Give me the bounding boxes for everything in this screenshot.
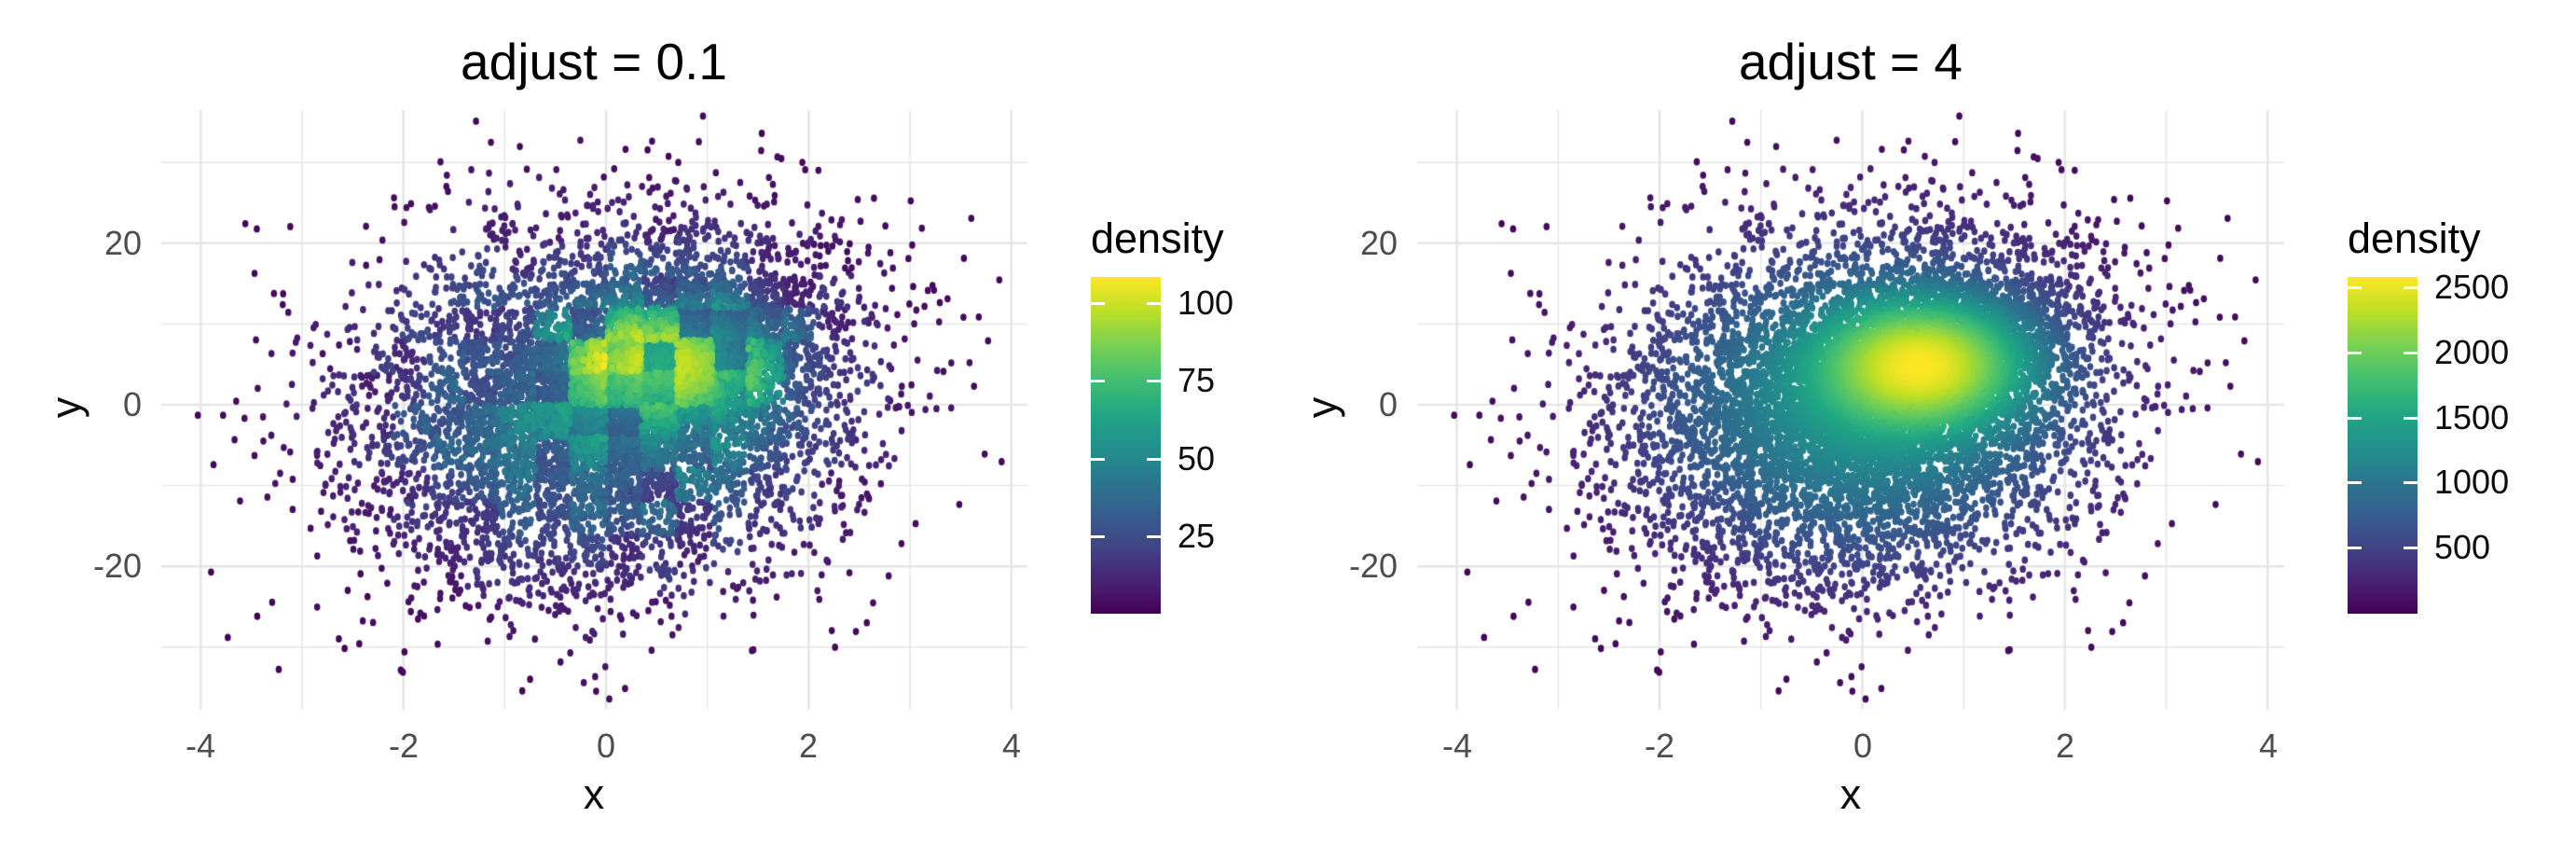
panel1-legend-tick-100r: [1147, 302, 1161, 305]
panel2-legend-tick-1500l: [2348, 417, 2362, 420]
panel1-legend-tick-25l: [1091, 535, 1105, 538]
panel2-legend-tick-1000l: [2348, 481, 2362, 484]
panel1-x-tick-n4: -4: [185, 727, 215, 765]
panel1-legend-label-100: 100: [1178, 284, 1234, 322]
panel1-legend-tick-75r: [1147, 380, 1161, 382]
panel2-legend-label-2000: 2000: [2434, 333, 2510, 371]
panel2-x-tick-4: 4: [2258, 727, 2279, 765]
panel1-x-tick-4: 4: [1001, 727, 1022, 765]
panel2-legend-label-500: 500: [2434, 528, 2491, 566]
panel1-title: adjust = 0.1: [461, 33, 727, 90]
panel1-x-axis-title: x: [583, 770, 605, 818]
panel1-legend-label-25: 25: [1178, 517, 1216, 555]
panel1-y-tick-0: 0: [122, 385, 142, 423]
panel1-legend-label-75: 75: [1178, 361, 1216, 399]
panel1-legend-colorbar: [1091, 277, 1161, 614]
panel1-y-tick-20: 20: [103, 224, 142, 262]
panel2-legend-tick-2000r: [2404, 352, 2418, 354]
panel2-y-tick-20: 20: [1359, 224, 1398, 262]
panel2-title: adjust = 4: [1738, 33, 1963, 90]
panel2-legend-tick-1000r: [2404, 481, 2418, 484]
panel2-x-axis-title: x: [1839, 770, 1862, 818]
panel2-legend-tick-500r: [2404, 547, 2418, 549]
panel2-x-tick-0: 0: [1853, 727, 1873, 765]
panel1-legend-label-50: 50: [1178, 439, 1216, 478]
panel2-legend-colorbar: [2348, 277, 2418, 614]
panel2-y-tick-0: 0: [1378, 385, 1398, 423]
panel1-x-tick-0: 0: [596, 727, 616, 765]
panel1-y-tick-n20: -20: [92, 547, 142, 585]
panel2-legend-tick-2000l: [2348, 352, 2362, 354]
panel1-legend-tick-50l: [1091, 458, 1105, 461]
panel2-legend-title: density: [2348, 215, 2481, 262]
panel2-legend-label-2500: 2500: [2434, 268, 2510, 306]
panel2-x-tick-2: 2: [2055, 727, 2075, 765]
panel1-legend-tick-100l: [1091, 302, 1105, 305]
panel2-legend-tick-1500r: [2404, 417, 2418, 420]
panel2-y-tick-n20: -20: [1348, 547, 1398, 585]
panel1-x-tick-2: 2: [798, 727, 819, 765]
panel1-legend-tick-50r: [1147, 458, 1161, 461]
panel2-x-tick-n2: -2: [1644, 727, 1674, 765]
panel2-legend-label-1000: 1000: [2434, 463, 2510, 501]
panel1-x-tick-n2: -2: [388, 727, 419, 765]
panel1-legend-tick-75l: [1091, 380, 1105, 382]
panel2-x-tick-n4: -4: [1441, 727, 1472, 765]
panel2-legend-tick-2500r: [2404, 286, 2418, 289]
panel2-legend-tick-500l: [2348, 547, 2362, 549]
panel1-legend-tick-25r: [1147, 535, 1161, 538]
panel2-legend-label-1500: 1500: [2434, 398, 2510, 436]
panel1-legend-title: density: [1091, 215, 1224, 262]
panel2-legend-tick-2500l: [2348, 286, 2362, 289]
